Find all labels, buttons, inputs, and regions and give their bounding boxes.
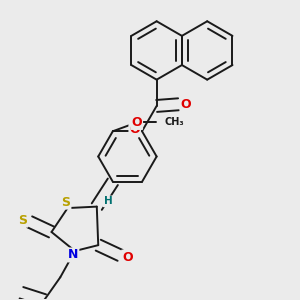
Text: N: N — [68, 248, 78, 262]
Text: S: S — [19, 214, 28, 226]
Text: O: O — [181, 98, 191, 111]
Text: O: O — [122, 250, 133, 263]
Text: S: S — [61, 196, 70, 208]
Text: CH₃: CH₃ — [164, 118, 184, 128]
Text: O: O — [129, 123, 140, 136]
Text: H: H — [103, 196, 112, 206]
Text: O: O — [131, 116, 142, 129]
